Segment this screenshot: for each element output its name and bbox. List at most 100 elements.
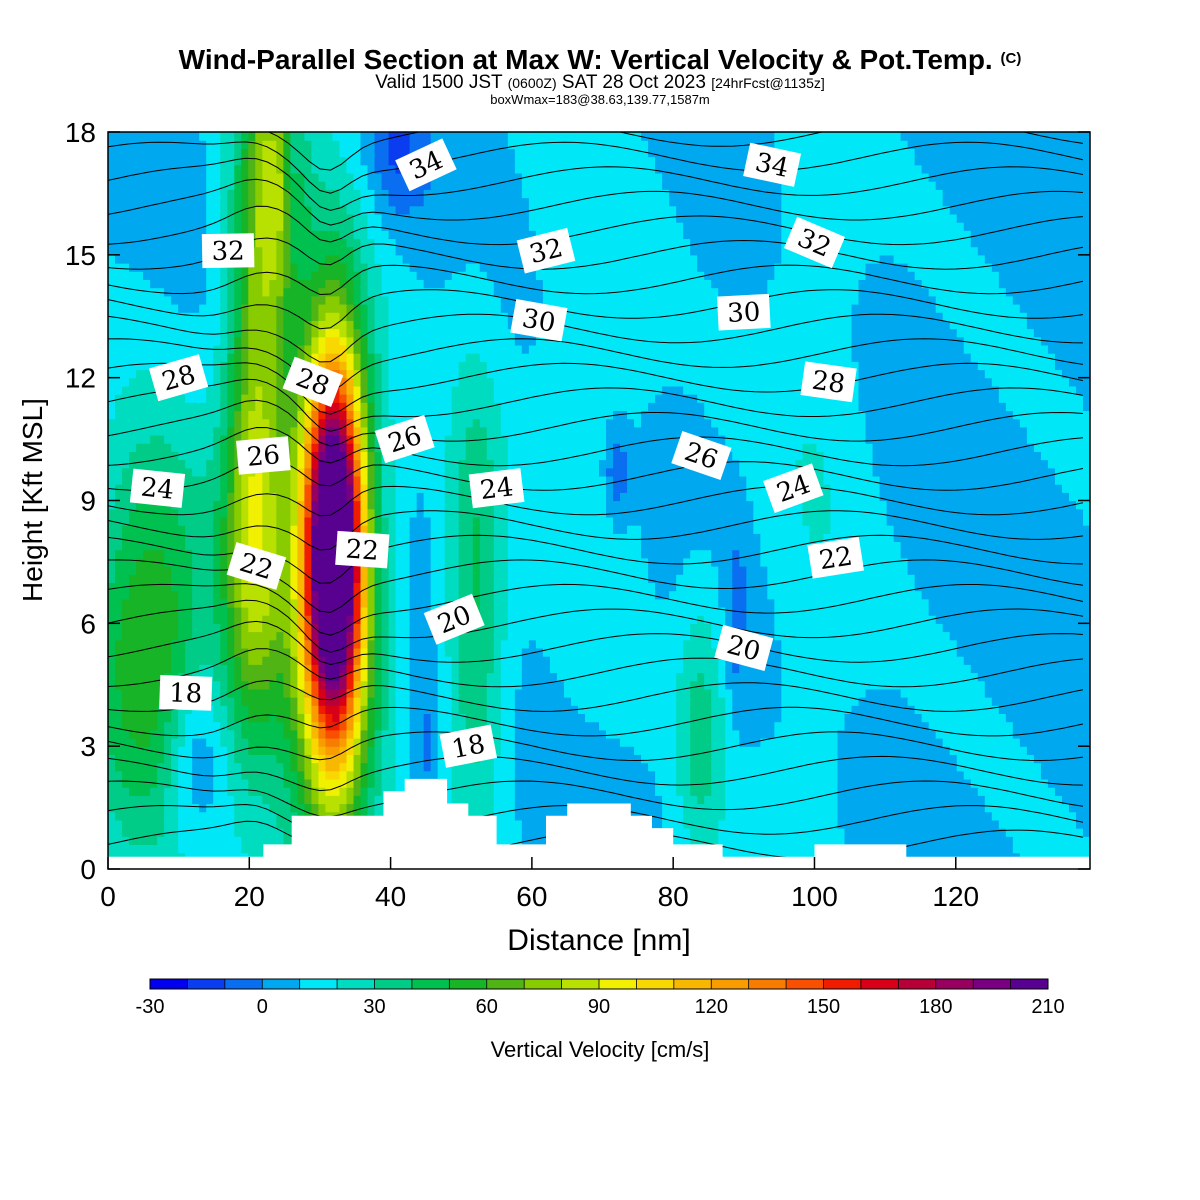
colorbar-swatch <box>150 979 188 989</box>
valid-time: Valid 1500 JST <box>375 72 503 93</box>
colorbar-swatch <box>187 979 226 989</box>
x-tick-label: 20 <box>234 881 265 912</box>
theta-contour-line <box>108 178 1083 226</box>
colorbar-swatch <box>973 979 1011 989</box>
colorbar-tick-label: -30 <box>136 996 165 1018</box>
colorbar-tick-label: 0 <box>257 996 268 1018</box>
copyright-mark: (C) <box>1000 50 1022 67</box>
theta-contour-label: 18 <box>439 724 498 768</box>
vertical-velocity-field <box>108 132 1090 869</box>
colorbar-swatch <box>748 979 787 989</box>
theta-contour-label: 28 <box>800 361 857 403</box>
colorbar-tick-label: 210 <box>1031 996 1064 1018</box>
colorbar-swatch <box>224 979 263 989</box>
colorbar-swatch <box>898 979 937 989</box>
theta-contour-line <box>108 141 1084 194</box>
theta-contour-line <box>108 205 1083 246</box>
theta-contour-label: 30 <box>510 299 568 342</box>
terrain-profile <box>108 778 1090 869</box>
y-tick-label: 15 <box>65 240 96 271</box>
colorbar-swatch <box>823 979 862 989</box>
valid-date: SAT 28 Oct 2023 <box>561 72 706 93</box>
colorbar-swatch <box>786 979 824 989</box>
colorbar-swatch <box>860 979 899 989</box>
theta-contour-label: 24 <box>763 463 824 514</box>
y-tick-label: 9 <box>80 486 96 517</box>
theta-contour-label: 32 <box>201 233 255 269</box>
x-axis-label: Distance [nm] <box>507 924 690 957</box>
theta-contour-line <box>108 679 1083 712</box>
y-tick-label: 3 <box>80 731 96 762</box>
theta-contour-label: 22 <box>807 536 865 579</box>
theta-contour-line <box>108 599 1083 653</box>
theta-contour-line <box>108 313 1083 363</box>
theta-contour-label: 24 <box>129 468 186 508</box>
forecast-info: [24hrFcst@1135z] <box>711 75 825 91</box>
theta-contour-line <box>108 780 1083 818</box>
theta-contour-line <box>108 426 1083 467</box>
colorbar-tick-label: 60 <box>476 996 498 1018</box>
theta-contour-line <box>108 289 1083 330</box>
chart-subtitle: Valid 1500 JST (0600Z) SAT 28 Oct 2023 [… <box>0 72 1200 94</box>
theta-contour-line <box>108 362 1084 415</box>
theta-contour-label: 26 <box>236 436 291 475</box>
chart-title: Wind-Parallel Section at Max W: Vertical… <box>178 44 1022 75</box>
theta-contour-line <box>267 132 1083 171</box>
theta-contour-line <box>108 237 1083 270</box>
theta-contour-label: 34 <box>743 142 802 187</box>
x-tick-label: 80 <box>658 881 689 912</box>
x-axis: 0 20 40 60 80 100 120 <box>100 857 979 912</box>
box-wmax-info: boxWmax=183@38.63,139.77,1587m <box>490 92 710 107</box>
colorbar-swatch <box>486 979 525 989</box>
y-axis-label: Height [Kft MSL] <box>17 398 48 602</box>
theta-contour-label: 30 <box>716 293 771 331</box>
theta-contour-line <box>108 510 1083 551</box>
theta-contour-line <box>108 338 1083 392</box>
theta-contour-line <box>108 755 1083 792</box>
theta-contour-line <box>108 378 1083 432</box>
colorbar-swatch <box>299 979 338 989</box>
colorbar-swatch <box>599 979 637 989</box>
theta-contour-line <box>108 399 1083 447</box>
x-tick-label: 120 <box>932 881 979 912</box>
x-tick-label: 0 <box>100 881 116 912</box>
colorbar-tick-label: 120 <box>695 996 728 1018</box>
theta-contour-line <box>108 706 1084 737</box>
theta-contour-line <box>108 583 1084 636</box>
colorbar-swatch <box>262 979 301 989</box>
colorbar-swatch <box>673 979 712 989</box>
colorbar-swatch <box>561 979 600 989</box>
theta-contour-line <box>108 648 1083 688</box>
colorbar-swatch <box>411 979 450 989</box>
y-tick-label: 6 <box>80 608 96 639</box>
y-tick-label: 0 <box>80 854 96 885</box>
theta-contour-line <box>108 157 1083 211</box>
colorbar-swatch <box>449 979 488 989</box>
valid-utc: (0600Z) <box>507 75 557 91</box>
theta-contour-label: 24 <box>468 468 525 509</box>
colorbar: -30 0 30 60 90 120 150 180 210 <box>136 978 1065 1018</box>
theta-contour-line <box>108 620 1083 666</box>
colorbar-swatch <box>935 979 974 989</box>
y-tick-label: 18 <box>65 117 96 148</box>
colorbar-swatch <box>636 979 675 989</box>
y-axis: 0 3 6 9 12 15 18 <box>65 117 1090 885</box>
colorbar-swatch <box>711 979 750 989</box>
colorbar-tick-label: 150 <box>807 996 840 1018</box>
theta-contour-label: 20 <box>714 624 774 672</box>
x-tick-label: 60 <box>516 881 547 912</box>
x-tick-label: 100 <box>791 881 838 912</box>
y-tick-label: 12 <box>65 363 96 394</box>
theta-contour-label: 22 <box>335 530 390 569</box>
colorbar-swatch <box>1010 979 1049 989</box>
colorbar-swatch <box>337 979 375 989</box>
theta-contour-line <box>108 485 1084 517</box>
x-tick-label: 40 <box>375 881 406 912</box>
colorbar-tick-label: 90 <box>588 996 610 1018</box>
colorbar-label: Vertical Velocity [cm/s] <box>491 1037 710 1062</box>
theta-contour-label: 18 <box>159 675 213 711</box>
colorbar-tick-label: 30 <box>363 996 385 1018</box>
theta-contour-line <box>108 731 1083 762</box>
theta-contour-label: 28 <box>148 354 209 402</box>
